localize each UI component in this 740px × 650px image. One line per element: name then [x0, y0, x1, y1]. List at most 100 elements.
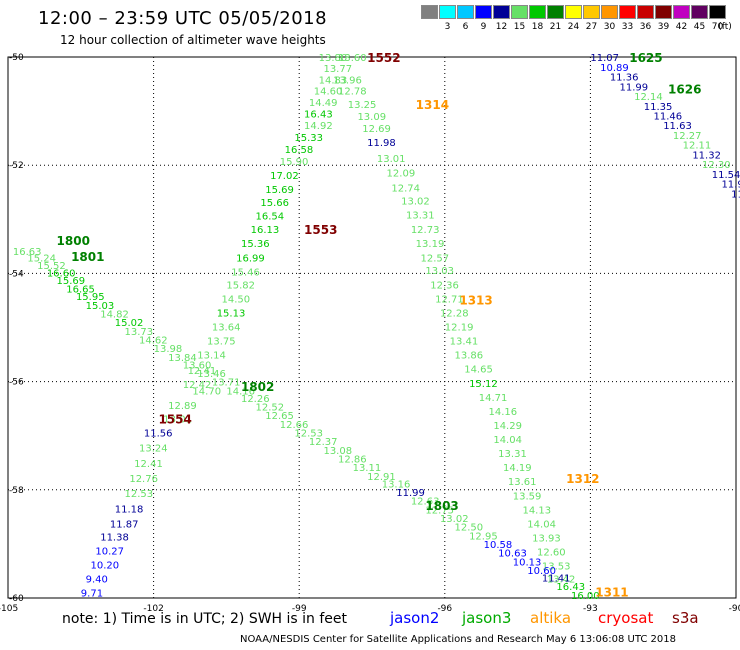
wave-height-value: 14.60 [314, 87, 343, 98]
pass-time-label: 1311 [595, 586, 628, 600]
wave-height-value: 11.91 [731, 189, 740, 200]
wave-height-value: 14.50 [222, 294, 251, 305]
longitude-tick-label: -90 [729, 604, 740, 614]
wave-height-value: 13.64 [212, 323, 241, 334]
wave-height-value: 14.19 [503, 463, 532, 474]
wave-height-value: 17.02 [270, 171, 299, 182]
wave-height-value: 12.89 [168, 401, 197, 412]
footnote: note: 1) Time is in UTC; 2) SWH is in fe… [62, 611, 348, 627]
wave-height-value: 13.25 [348, 100, 377, 111]
wave-height-value: 11.46 [653, 112, 682, 123]
legend-swatch [637, 5, 654, 19]
map-frame [7, 56, 737, 599]
wave-height-value: 15.36 [241, 239, 270, 250]
longitude-tick-label: -93 [583, 604, 598, 614]
wave-height-value: 14.92 [304, 121, 333, 132]
wave-height-value: 14.62 [139, 335, 168, 346]
wave-height-value: 14.04 [527, 519, 556, 530]
legend-swatch [421, 5, 438, 19]
legend-swatch [493, 5, 510, 19]
wave-height-value: 16.43 [556, 582, 585, 593]
wave-height-value: 12.11 [683, 141, 712, 152]
wave-height-value: 13.84 [168, 353, 197, 364]
pass-time-label: 1625 [629, 51, 662, 65]
wave-height-value: 12.52 [256, 403, 285, 414]
wave-height-value: 16.13 [251, 225, 280, 236]
wave-height-value: 14.49 [309, 98, 338, 109]
wave-height-value: 11.99 [396, 488, 425, 499]
legend-label: 27 [585, 22, 598, 32]
wave-height-value: 13.75 [207, 337, 236, 348]
wave-height-value: 14.13 [522, 505, 551, 516]
pass-time-label: 1626 [668, 82, 701, 96]
wave-height-value: 12.14 [634, 92, 663, 103]
latitude-tick-label: -60 [9, 594, 24, 604]
wave-height-value: 12.57 [421, 253, 450, 264]
wave-height-value: 12.75 [425, 505, 454, 516]
wave-height-value: 13.08 [323, 446, 352, 457]
wave-height-value: 11.97 [721, 180, 740, 191]
wave-height-value: 15.02 [115, 318, 144, 329]
pass-time-label: 1802 [241, 380, 274, 394]
wave-height-value: 15.69 [57, 276, 86, 287]
legend-swatch [439, 5, 456, 19]
legend-swatch [673, 5, 690, 19]
latitude-tick-label: -56 [9, 378, 24, 388]
wave-height-value: 13.11 [353, 463, 382, 474]
wave-height-value: 11.54 [712, 170, 740, 181]
satellite-cryosat: cryosat [598, 609, 654, 627]
wave-height-value: 13.24 [139, 444, 168, 455]
wave-height-value: 12.76 [129, 474, 158, 485]
wave-height-value: 14.04 [493, 435, 522, 446]
satellite-jason2: jason2 [390, 609, 440, 627]
wave-height-value: 11.99 [620, 82, 649, 93]
wave-height-value: 16.54 [256, 212, 285, 223]
wave-height-value: 15.03 [86, 301, 115, 312]
legend-label: 33 [621, 22, 634, 32]
credit-line: NOAA/NESDIS Center for Satellite Applica… [240, 634, 676, 645]
satellite-altika: altika [530, 609, 572, 627]
legend-swatch [655, 5, 672, 19]
pass-time-label: 1800 [57, 234, 90, 248]
wave-height-value: 12.37 [309, 437, 338, 448]
wave-height-value: 12.91 [367, 472, 396, 483]
wave-height-value: 11.63 [663, 121, 692, 132]
wave-height-value: 13.03 [425, 266, 454, 277]
wave-height-value: 12.36 [430, 280, 459, 291]
legend-swatch [583, 5, 600, 19]
wave-height-value: 12.41 [188, 366, 217, 377]
wave-height-value: 14.70 [192, 386, 221, 397]
wave-height-value: 13.02 [440, 514, 469, 525]
page-title: 12:00 – 23:59 UTC 05/05/2018 [38, 8, 328, 29]
longitude-tick-label: -102 [143, 604, 163, 614]
legend-label: 18 [531, 22, 544, 32]
legend-swatch [601, 5, 618, 19]
pass-time-label: 1552 [367, 51, 400, 65]
wave-height-value: 16.43 [304, 109, 333, 120]
wave-height-value: 16.58 [285, 145, 314, 156]
legend-label: 21 [549, 22, 562, 32]
wave-height-value: 12.66 [280, 420, 309, 431]
legend-swatch [691, 5, 708, 19]
wave-height-value: 14.83 [319, 75, 348, 86]
legend-swatch [547, 5, 564, 19]
legend-swatch [619, 5, 636, 19]
wave-height-value: 12.74 [391, 183, 420, 194]
wave-height-value: 15.13 [217, 308, 246, 319]
wave-height-value: 13.02 [401, 196, 430, 207]
legend-label: 15 [513, 22, 526, 32]
wave-height-value: 13.59 [513, 491, 542, 502]
longitude-tick-label: -99 [292, 604, 307, 614]
wave-height-value: 10.58 [484, 540, 513, 551]
wave-height-value: 12.73 [411, 225, 440, 236]
latitude-tick-label: -58 [9, 486, 24, 496]
wave-height-value: 15.33 [294, 133, 323, 144]
wave-height-value: 14.71 [479, 393, 508, 404]
legend-unit: (ft) [718, 22, 732, 32]
wave-height-value: 15.52 [37, 261, 66, 272]
wave-height-value: 13.09 [357, 112, 386, 123]
wave-height-value: 11.35 [644, 102, 673, 113]
wave-height-value: 13.60 [183, 360, 212, 371]
